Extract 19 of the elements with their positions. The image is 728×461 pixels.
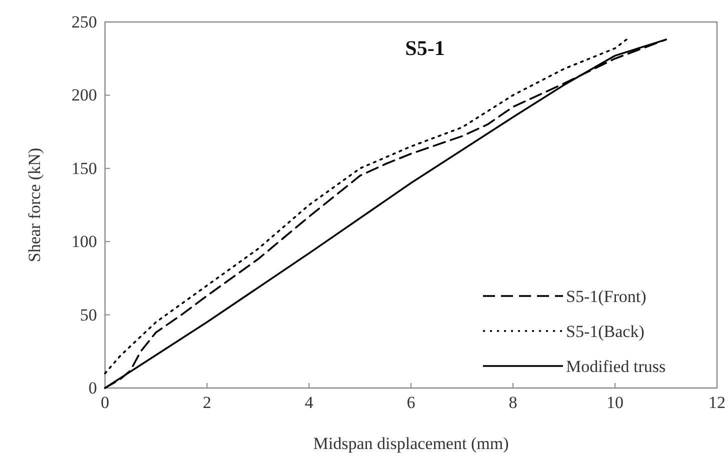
legend-label: S5-1(Back) <box>566 322 644 341</box>
legend-label: Modified truss <box>566 357 666 376</box>
legend-label: S5-1(Front) <box>566 287 646 306</box>
y-tick-label: 250 <box>72 12 97 32</box>
x-tick-label: 10 <box>606 393 624 412</box>
y-tick-label: 0 <box>88 378 97 398</box>
x-tick-label: 4 <box>304 393 314 412</box>
y-tick-label: 100 <box>72 232 97 252</box>
x-tick-label: 8 <box>508 393 518 412</box>
y-tick-label: 200 <box>72 86 97 105</box>
y-tick-label: 50 <box>80 305 97 324</box>
x-tick-label: 6 <box>406 393 416 412</box>
x-tick-label: 12 <box>708 393 726 412</box>
y-axis-title: Shear force (kN) <box>25 148 44 262</box>
x-tick-label: 0 <box>100 393 110 412</box>
y-tick-label: 150 <box>72 158 97 178</box>
x-tick-label: 2 <box>202 393 212 412</box>
text: S5-1 <box>405 36 445 60</box>
x-axis-title: Midspan displacement (mm) <box>313 434 509 453</box>
